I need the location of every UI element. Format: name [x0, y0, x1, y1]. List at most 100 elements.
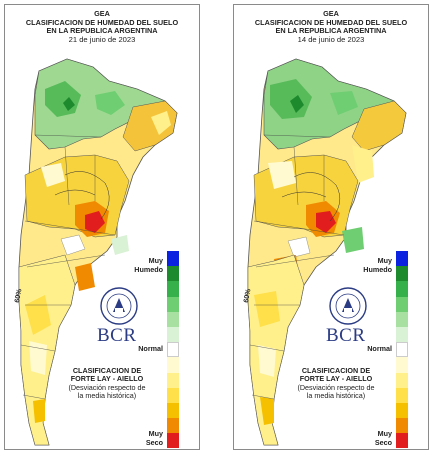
legend-swatch — [396, 281, 408, 297]
classification-title-1: CLASIFICACION DE — [72, 366, 142, 375]
classification-note-1: (Desviación respecto de — [68, 382, 146, 392]
legend-swatch-normal — [167, 342, 179, 358]
legend-bottom-label-1: Muy — [148, 429, 163, 438]
patagonia-normal-patch — [29, 341, 47, 375]
legend-swatch — [396, 372, 408, 388]
isolines — [54, 171, 110, 220]
patagonia-dry-patch — [254, 291, 280, 327]
province-borders — [20, 134, 116, 400]
patagonia-zone — [18, 254, 76, 446]
header-org: GEA — [323, 9, 339, 18]
north-wet-patch-2 — [95, 91, 125, 115]
legend-swatch — [167, 311, 179, 327]
patagonia-normal-patch — [258, 345, 276, 377]
header-title-line2: EN LA REPUBLICA ARGENTINA — [275, 26, 387, 36]
classification-title-1: CLASIFICACION DE — [301, 366, 371, 375]
legend-swatch — [167, 387, 179, 403]
mesopotamia-dry-zone — [351, 100, 407, 152]
legend-swatch-very-wet — [167, 251, 179, 267]
north-very-wet-patch — [63, 97, 75, 111]
classification-title-2: FORTE LAY - AIELLO — [70, 374, 144, 384]
legend-swatch — [396, 311, 408, 327]
north-wet-patch — [45, 81, 81, 117]
north-wet-patch-2 — [330, 91, 358, 115]
header-date: 14 de junio de 2023 — [297, 34, 365, 44]
map-label-percent: 60% — [14, 288, 23, 304]
patagonia-south-patch — [260, 397, 274, 425]
map-panel-jun-21: GEA CLASIFICACION DE HUMEDAD DEL SUELO E… — [4, 4, 200, 450]
legend-swatch — [396, 387, 408, 403]
classification-title-2: FORTE LAY - AIELLO — [299, 374, 373, 384]
north-wet-patch — [270, 79, 312, 119]
legend-swatch — [396, 326, 408, 343]
legend-swatch — [167, 372, 179, 388]
legend-top-label: Muy Humedo — [352, 256, 392, 274]
legend-top-label: Muy Humedo — [123, 256, 163, 274]
legend-mid-label: Normal — [367, 344, 392, 353]
patagonia-zone — [247, 254, 305, 446]
legend-bottom-label: Muy Seco — [123, 429, 163, 447]
central-extreme-dry-zone — [85, 211, 105, 233]
legend-swatch — [167, 418, 179, 434]
header-title-line1: CLASIFICACION DE HUMEDAD DEL SUELO — [25, 17, 179, 27]
classification-note-2: la media histórica) — [77, 391, 137, 401]
legend-bottom-label-2: Seco — [374, 437, 392, 447]
legend-mid-label: Normal — [138, 344, 163, 353]
legend-swatch-very-dry — [167, 433, 179, 449]
map-label-percent: 60% — [243, 288, 252, 304]
legend-swatch-normal — [396, 342, 408, 358]
classification-note-2: la media histórica) — [306, 391, 366, 401]
legend-top-label-1: Muy — [377, 256, 392, 265]
map-header: GEA CLASIFICACION DE HUMEDAD DEL SUELO E… — [5, 9, 199, 44]
bcr-emblem-icon — [100, 287, 138, 325]
legend-swatch — [167, 266, 179, 282]
legend-top-label-2: Humedo — [363, 264, 392, 274]
bcr-logo: BCR — [97, 325, 137, 346]
legend-swatch — [396, 418, 408, 434]
argentina-soil-moisture-map: 60% — [243, 58, 407, 446]
legend-bottom-label-2: Seco — [145, 437, 163, 447]
legend-bottom-label: Muy Seco — [352, 429, 392, 447]
moisture-legend-bar — [167, 251, 179, 449]
classification-note: CLASIFICACION DE FORTE LAY - AIELLO (Des… — [286, 366, 386, 401]
central-normal-patch — [41, 163, 65, 187]
central-normal-patch-2 — [60, 234, 86, 256]
legend-swatch — [167, 357, 179, 373]
argentina-soil-moisture-map: 60% — [14, 58, 178, 446]
bcr-emblem-icon — [329, 287, 367, 325]
legend-swatch — [167, 281, 179, 297]
moisture-legend-bar — [396, 251, 408, 449]
header-org: GEA — [94, 9, 110, 18]
legend-swatch — [167, 326, 179, 343]
central-normal-patch — [268, 161, 296, 189]
legend-top-label-2: Humedo — [134, 264, 163, 274]
isolines — [281, 172, 341, 222]
north-very-wet-patch — [290, 95, 304, 113]
legend-bottom-label-1: Muy — [377, 429, 392, 438]
header-title-line2: EN LA REPUBLICA ARGENTINA — [46, 26, 158, 36]
south-pampa-dry-patch — [75, 263, 95, 291]
classification-note-1: (Desviación respecto de — [297, 382, 375, 392]
buenos-aires-humid-patch — [342, 227, 364, 253]
buenos-aires-humid-patch — [111, 235, 129, 255]
mesopotamia-light-patch — [151, 111, 171, 135]
central-extreme-dry-zone — [316, 211, 336, 233]
legend-swatch-very-wet — [396, 251, 408, 267]
legend-swatch — [396, 357, 408, 373]
map-header: GEA CLASIFICACION DE HUMEDAD DEL SUELO E… — [234, 9, 428, 44]
legend-swatch — [167, 296, 179, 312]
classification-note: CLASIFICACION DE FORTE LAY - AIELLO (Des… — [57, 366, 157, 401]
bcr-logo: BCR — [326, 325, 366, 346]
patagonia-south-patch — [33, 399, 45, 423]
central-normal-patch-2 — [287, 236, 311, 258]
header-title-line1: CLASIFICACION DE HUMEDAD DEL SUELO — [254, 17, 408, 27]
legend-swatch — [396, 266, 408, 282]
legend-swatch — [167, 402, 179, 419]
legend-swatch — [396, 402, 408, 419]
map-panel-jun-14: GEA CLASIFICACION DE HUMEDAD DEL SUELO E… — [233, 4, 429, 450]
legend-swatch-very-dry — [396, 433, 408, 449]
legend-swatch — [396, 296, 408, 312]
mesopotamia-light-patch — [352, 145, 374, 183]
legend-top-label-1: Muy — [148, 256, 163, 265]
header-date: 21 de junio de 2023 — [68, 34, 136, 44]
